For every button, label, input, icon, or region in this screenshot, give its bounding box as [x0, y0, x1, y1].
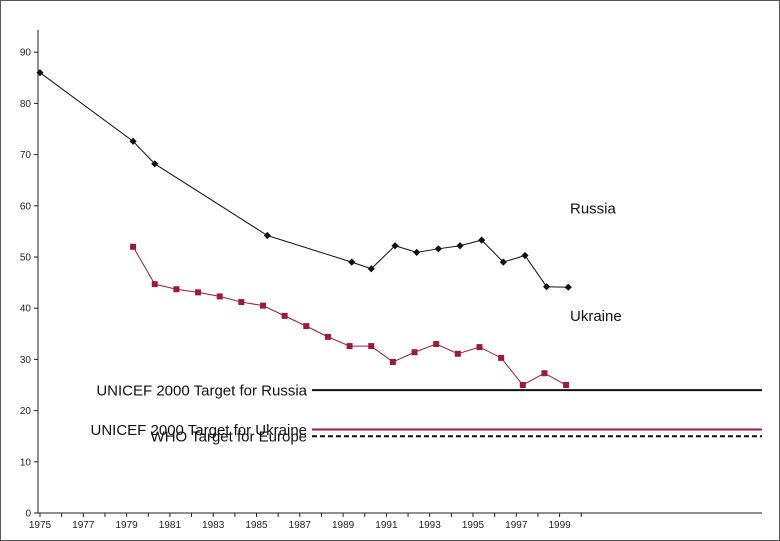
data-point-russia	[391, 242, 399, 250]
data-point-russia	[456, 242, 464, 250]
reference-line-label: UNICEF 2000 Target for Ukraine	[91, 422, 307, 439]
data-point-ukraine	[303, 323, 310, 330]
x-tick-label: 1975	[29, 520, 52, 531]
data-point-ukraine	[498, 354, 505, 361]
data-point-russia	[36, 69, 44, 77]
data-point-russia	[263, 231, 271, 240]
series-line-russia	[39, 72, 569, 288]
data-point-russia	[413, 248, 421, 256]
y-tick-label: 40	[20, 304, 32, 315]
reference-line-label: UNICEF 2000 Target for Russia	[96, 383, 307, 400]
series-label-ukraine: Ukraine	[570, 308, 622, 325]
data-point-russia	[151, 160, 159, 168]
data-point-russia	[129, 137, 137, 145]
data-point-ukraine	[519, 382, 526, 388]
data-point-ukraine	[195, 289, 202, 296]
data-point-russia	[543, 283, 551, 291]
data-point-ukraine	[541, 370, 548, 377]
y-tick-label: 30	[20, 355, 32, 366]
x-tick-label: 1997	[505, 520, 528, 531]
y-tick-label: 70	[20, 150, 32, 161]
data-point-russia	[564, 283, 572, 291]
data-point-russia	[478, 236, 486, 244]
data-point-ukraine	[151, 281, 158, 288]
data-point-russia	[499, 258, 507, 266]
data-point-ukraine	[433, 341, 440, 348]
y-tick-label: 80	[20, 99, 32, 110]
data-point-ukraine	[454, 350, 461, 357]
x-tick-label: 1993	[419, 520, 442, 531]
y-tick-label: 20	[20, 406, 32, 417]
series-label-russia: Russia	[570, 200, 617, 217]
x-tick-label: 1985	[245, 520, 268, 531]
data-point-russia	[521, 251, 529, 260]
y-tick-label: 50	[20, 253, 32, 264]
data-point-ukraine	[216, 293, 223, 300]
x-tick-label: 1991	[375, 520, 398, 531]
data-point-ukraine	[389, 358, 396, 365]
data-point-ukraine	[259, 302, 266, 309]
y-tick-label: 90	[20, 48, 32, 59]
data-point-ukraine	[173, 286, 180, 293]
x-tick-label: 1979	[115, 520, 138, 531]
data-point-ukraine	[281, 312, 288, 319]
x-tick-label: 1977	[72, 520, 95, 531]
data-point-ukraine	[238, 299, 245, 306]
data-point-russia	[367, 265, 375, 273]
x-tick-label: 1983	[202, 520, 225, 531]
data-point-ukraine	[563, 382, 570, 388]
data-point-russia	[434, 245, 442, 253]
reference-line-label: WHO Target for Europe	[151, 429, 307, 446]
x-tick-label: 1981	[159, 520, 182, 531]
x-tick-label: 1999	[548, 520, 571, 531]
data-point-ukraine	[476, 344, 483, 351]
x-tick-label: 1989	[332, 520, 355, 531]
data-point-ukraine	[411, 349, 418, 356]
series-line-ukraine	[132, 246, 567, 386]
data-point-ukraine	[346, 343, 353, 350]
x-tick-label: 1995	[462, 520, 485, 531]
data-point-ukraine	[368, 343, 375, 350]
x-tick-label: 1987	[289, 520, 312, 531]
data-point-ukraine	[130, 243, 137, 250]
y-tick-label: 0	[25, 509, 31, 520]
data-point-russia	[348, 258, 356, 266]
y-tick-label: 10	[20, 457, 32, 468]
y-tick-label: 60	[20, 201, 32, 212]
data-point-ukraine	[324, 333, 331, 340]
